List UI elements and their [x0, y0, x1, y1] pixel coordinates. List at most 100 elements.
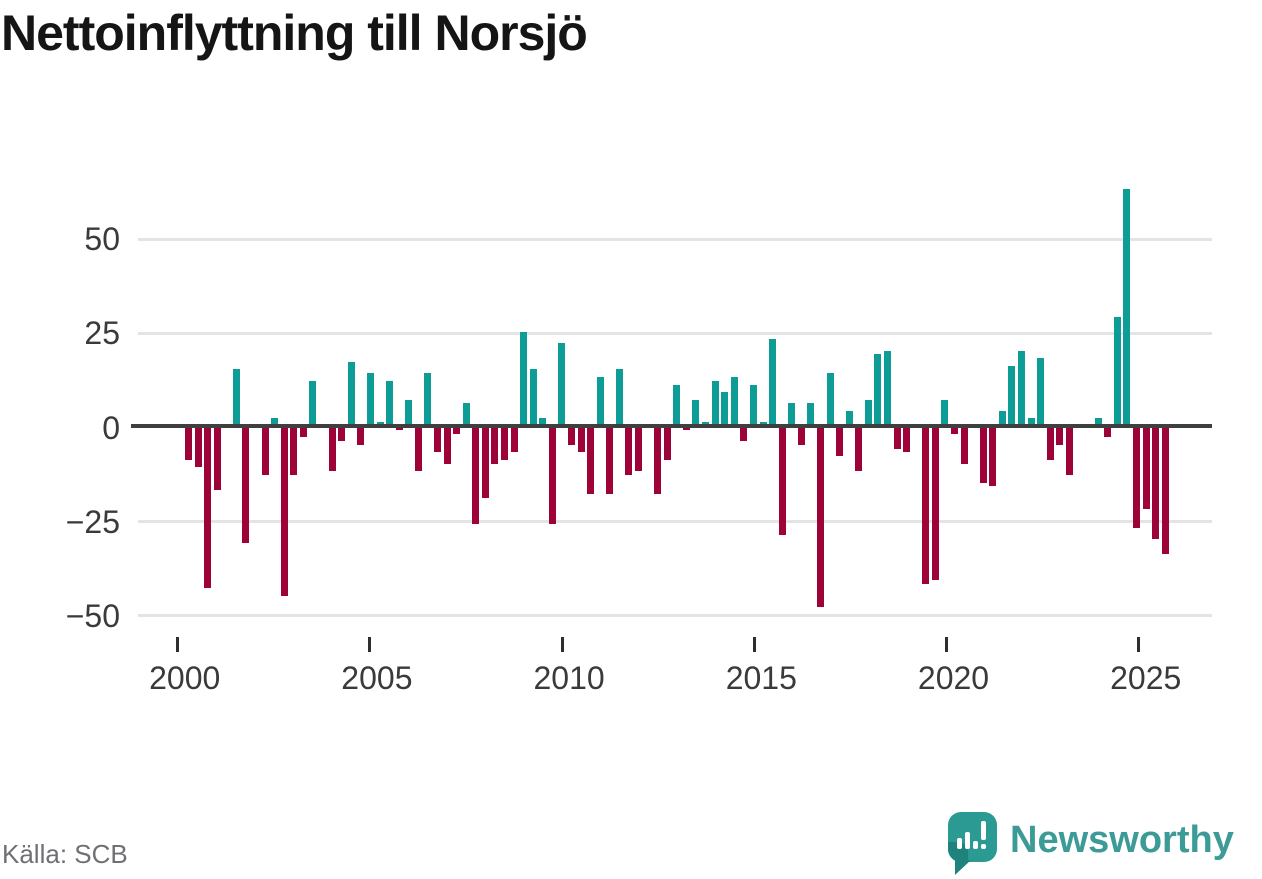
bar-2006K2	[424, 373, 432, 426]
bar-2010K1	[568, 426, 575, 445]
bar-2011K1	[606, 426, 614, 494]
bar-2014K4	[749, 384, 757, 426]
bar-2005K2	[386, 380, 394, 426]
gridline-50	[138, 237, 1212, 241]
x-axis-tick-2000	[176, 637, 180, 652]
bar-2022K1	[1027, 418, 1035, 426]
x-axis-tick-2010	[560, 637, 564, 652]
bar-2019K3	[931, 426, 939, 581]
bar-2007K2	[462, 403, 470, 426]
bar-2023K1	[1065, 426, 1073, 475]
bar-2025K1	[1142, 426, 1150, 509]
bar-2000K2	[194, 426, 202, 468]
bar-2007K3	[472, 426, 480, 524]
bar-2003K1	[299, 426, 307, 438]
bar-2018K3	[893, 426, 901, 449]
bar-2017K1	[836, 426, 844, 457]
bar-2004K1	[338, 426, 346, 442]
bar-2012K2	[654, 426, 662, 494]
bar-2018K1	[874, 354, 882, 426]
bar-2003K4	[328, 426, 336, 472]
x-axis-tick-2025	[1137, 637, 1141, 652]
gridline--25	[138, 520, 1212, 524]
chart-title: Nettoinflyttning till Norsjö	[1, 5, 588, 61]
source-note: Källa: SCB	[2, 839, 128, 869]
bar-2022K2	[1037, 358, 1045, 426]
bar-2020K1	[951, 426, 958, 434]
bar-2004K4	[366, 373, 374, 426]
x-axis-tick-2015	[752, 637, 756, 652]
x-axis-label-2015: 2015	[725, 660, 797, 696]
logo-bar-icon	[965, 832, 970, 849]
bar-2017K3	[855, 426, 863, 472]
bar-2002K4	[290, 426, 298, 475]
bar-2019K2	[922, 426, 930, 585]
bar-2005K4	[405, 399, 413, 426]
y-axis-label--50: −50	[65, 597, 120, 634]
y-axis-label-50: 50	[84, 221, 120, 258]
bar-2016K1	[797, 426, 805, 445]
y-axis-label--25: −25	[65, 503, 120, 540]
bar-2009K3	[548, 426, 556, 524]
bar-2011K3	[625, 426, 633, 475]
bar-2024K3	[1123, 188, 1131, 426]
logo-bar-icon	[957, 838, 962, 849]
bar-2011K2	[615, 369, 623, 426]
bar-2001K2	[232, 369, 240, 426]
bar-2025K3	[1161, 426, 1169, 555]
bar-2002K1	[261, 426, 269, 475]
bar-2008K3	[510, 426, 518, 453]
bar-2004K2	[347, 361, 355, 426]
bar-2021K3	[1008, 365, 1016, 426]
newsworthy-brand: Newsworthy	[948, 810, 1260, 879]
bar-2008K4	[520, 331, 528, 426]
newsworthy-wordmark: Newsworthy	[1010, 819, 1234, 861]
bar-2019K4	[941, 399, 949, 426]
bar-2025K2	[1152, 426, 1160, 540]
x-axis-label-2020: 2020	[917, 660, 990, 696]
bar-2001K3	[242, 426, 250, 543]
bar-2006K4	[443, 426, 451, 464]
bar-2022K4	[1056, 426, 1064, 445]
bar-2024K2	[1113, 316, 1121, 426]
bar-2020K4	[979, 426, 987, 483]
bar-2013K2	[692, 399, 700, 426]
zero-axis-line	[131, 424, 1212, 428]
bar-2013K4	[711, 380, 719, 426]
newsworthy-logo-icon	[948, 812, 997, 875]
bar-2006K3	[433, 426, 441, 453]
logo-speech-tail	[955, 860, 971, 875]
bar-2015K3	[778, 426, 786, 536]
x-axis-tick-2020	[945, 637, 948, 652]
bar-2023K4	[1094, 418, 1102, 426]
bar-2015K4	[788, 403, 796, 426]
bar-2000K1	[185, 426, 192, 460]
x-axis-label-2000: 2000	[149, 660, 221, 696]
bar-2016K3	[816, 426, 824, 607]
bar-2008K2	[500, 426, 508, 460]
bar-2009K1	[529, 369, 537, 426]
bar-2000K3	[204, 426, 212, 589]
bar-2018K2	[883, 350, 891, 426]
bar-2012K3	[663, 426, 671, 460]
bar-2022K3	[1046, 426, 1054, 460]
y-axis-label-25: 25	[84, 315, 120, 352]
bar-2002K2	[271, 418, 279, 426]
bar-2007K1	[453, 426, 461, 434]
logo-bar-icon	[973, 841, 978, 849]
bar-2018K4	[903, 426, 911, 453]
bar-2024K1	[1104, 426, 1112, 438]
x-axis-label-2005: 2005	[341, 660, 413, 696]
bar-2014K2	[730, 377, 738, 426]
bar-2003K2	[309, 380, 317, 426]
bar-2016K4	[826, 373, 834, 426]
bar-2000K4	[213, 426, 221, 491]
bar-2009K2	[539, 418, 547, 426]
logo-exclamation-icon	[981, 821, 986, 840]
bar-2020K2	[960, 426, 968, 464]
bar-2009K4	[558, 343, 566, 426]
x-axis-tick-2005	[368, 637, 372, 652]
bar-2021K2	[998, 410, 1006, 426]
